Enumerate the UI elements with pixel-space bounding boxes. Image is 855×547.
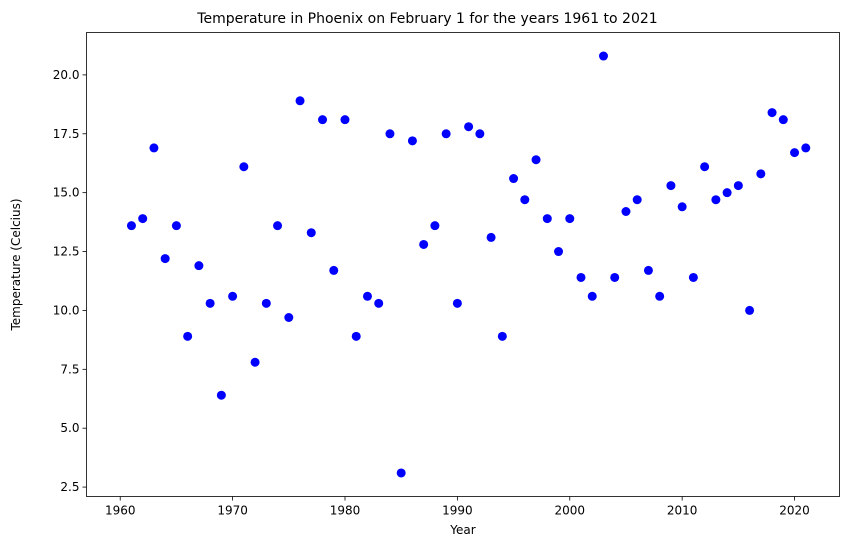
data-point [385,129,395,139]
data-point [554,247,564,257]
data-point [666,181,676,191]
data-point [756,169,766,179]
data-point [711,195,721,205]
x-axis-label: Year [449,523,475,537]
data-point [261,298,271,308]
data-point [216,390,226,400]
data-point [250,357,260,367]
axis-ticks: 1960 1970 1980 1990 2000 2010 2020 2.5 5.0 7.5 10.… [53,68,810,518]
data-point [565,214,575,224]
data-point [430,221,440,231]
plot-frame [86,32,840,497]
data-point [509,174,519,184]
data-point [396,468,406,478]
data-point [745,305,755,315]
data-point [587,291,597,301]
data-point [228,291,238,301]
data-point [621,207,631,217]
x-tick-label: 1990 [442,504,473,518]
data-point [183,331,193,341]
data-point [655,291,665,301]
data-point [441,129,451,139]
data-point [722,188,732,198]
y-tick-label: 2.5 [60,480,79,494]
x-tick-label: 2010 [667,504,698,518]
y-tick-label: 17.5 [53,127,80,141]
data-point [273,221,283,231]
data-point [306,228,316,238]
data-point [205,298,215,308]
data-point [407,136,417,146]
data-point [295,96,305,106]
data-point [486,232,496,242]
data-point [531,155,541,165]
data-point [149,143,159,153]
y-tick-label: 20.0 [53,68,80,82]
y-tick-label: 7.5 [60,362,79,376]
data-point [700,162,710,172]
x-tick-label: 2000 [554,504,585,518]
data-point [688,272,698,282]
data-point [318,115,328,125]
x-tick-label: 1960 [105,504,136,518]
data-point [239,162,249,172]
data-point [790,148,800,158]
data-point [632,195,642,205]
data-point [520,195,530,205]
x-tick-label: 1970 [217,504,248,518]
data-point [340,115,350,125]
data-point [126,221,136,231]
data-point [801,143,811,153]
data-point [542,214,552,224]
data-point [329,265,339,275]
data-point [284,312,294,322]
data-point [362,291,372,301]
y-tick-label: 15.0 [53,186,80,200]
data-point [497,331,507,341]
data-point [677,202,687,212]
data-point [733,181,743,191]
data-point [160,254,170,264]
data-point [778,115,788,125]
data-point [171,221,181,231]
data-point [452,298,462,308]
y-axis-label: Temperature (Celcius) [9,198,23,331]
y-tick-label: 5.0 [60,421,79,435]
x-tick-label: 2020 [779,504,810,518]
chart-title: Temperature in Phoenix on February 1 for… [196,11,657,27]
data-point [351,331,361,341]
data-point [419,239,429,249]
data-point [464,122,474,132]
x-tick-label: 1980 [330,504,361,518]
data-point [576,272,586,282]
data-point [767,108,777,118]
data-point [138,214,148,224]
data-point [475,129,485,139]
data-point [598,51,608,61]
data-point [610,272,620,282]
data-point [643,265,653,275]
y-tick-label: 10.0 [53,303,80,317]
data-point [194,261,204,271]
y-tick-label: 12.5 [53,245,80,259]
data-point [374,298,384,308]
data-points [126,51,811,478]
